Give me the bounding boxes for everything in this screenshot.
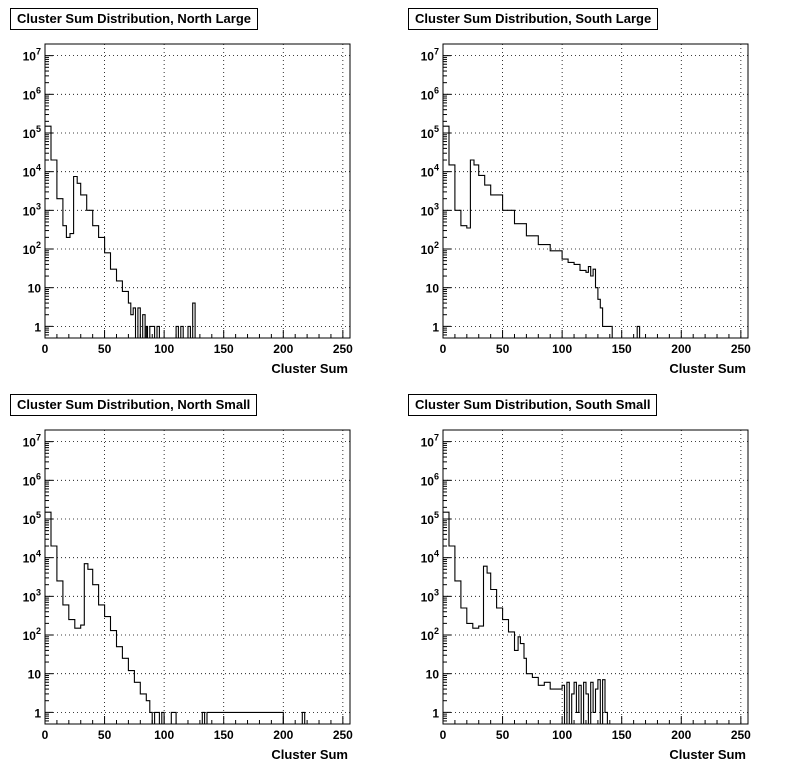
chart-panel-south-large: Cluster Sum Distribution, South Large 1 10… bbox=[398, 0, 796, 386]
x-axis-label: Cluster Sum bbox=[669, 747, 746, 762]
x-tick-label: 150 bbox=[612, 728, 632, 742]
chart-title-south-small: Cluster Sum Distribution, South Small bbox=[408, 394, 658, 416]
y-tick-label: 103 bbox=[421, 587, 439, 604]
y-tick-label: 10 bbox=[28, 282, 42, 296]
x-tick-label: 50 bbox=[98, 728, 112, 742]
axes: 1 10 102 103 104 105 106 107 0 50 100 150 200 250 bbox=[23, 429, 353, 742]
y-tick-label: 106 bbox=[421, 85, 439, 102]
x-tick-label: 200 bbox=[273, 342, 293, 356]
y-tick-label: 1 bbox=[34, 320, 41, 334]
x-tick-label: 100 bbox=[154, 728, 174, 742]
chart-svg-south-small: 1 10 102 103 104 105 106 107 0 50 100 150 200 250 Clus… bbox=[421, 429, 751, 762]
x-tick-label: 250 bbox=[333, 342, 353, 356]
y-tick-label: 1 bbox=[432, 320, 439, 334]
chart-title-north-small: Cluster Sum Distribution, North Small bbox=[10, 394, 258, 416]
y-tick-label: 102 bbox=[421, 626, 439, 643]
y-tick-label: 105 bbox=[421, 510, 439, 527]
chart-panel-north-small: Cluster Sum Distribution, North Small 1 10… bbox=[0, 386, 398, 772]
x-tick-label: 200 bbox=[671, 728, 691, 742]
y-tick-label: 105 bbox=[421, 124, 439, 141]
grid bbox=[44, 44, 350, 338]
x-tick-label: 0 bbox=[42, 342, 49, 356]
y-tick-label: 102 bbox=[421, 240, 439, 257]
x-tick-label: 50 bbox=[496, 342, 510, 356]
x-tick-label: 100 bbox=[154, 342, 174, 356]
chart-svg-north-small: 1 10 102 103 104 105 106 107 0 50 100 150 200 250 Clus… bbox=[23, 429, 353, 762]
x-tick-label: 50 bbox=[496, 728, 510, 742]
plot-frame bbox=[442, 429, 749, 725]
chart-svg-north-large: 1 10 102 103 104 105 106 107 0 50 100 150 200 250 Clus… bbox=[23, 43, 353, 376]
y-tick-label: 103 bbox=[421, 201, 439, 218]
x-tick-label: 200 bbox=[273, 728, 293, 742]
y-tick-label: 104 bbox=[23, 163, 41, 180]
x-tick-label: 150 bbox=[214, 728, 234, 742]
x-tick-label: 150 bbox=[612, 342, 632, 356]
y-tick-label: 105 bbox=[23, 124, 41, 141]
y-tick-label: 105 bbox=[23, 510, 41, 527]
x-tick-label: 0 bbox=[440, 342, 447, 356]
plot-frame bbox=[44, 429, 351, 725]
y-tick-label: 104 bbox=[23, 549, 41, 566]
x-axis-label: Cluster Sum bbox=[271, 361, 348, 376]
y-tick-label: 10 bbox=[426, 668, 440, 682]
x-tick-label: 150 bbox=[214, 342, 234, 356]
y-tick-label: 104 bbox=[421, 163, 439, 180]
y-tick-label: 10 bbox=[28, 668, 42, 682]
x-tick-label: 50 bbox=[98, 342, 112, 356]
plot-frame bbox=[44, 43, 351, 339]
y-tick-label: 10 bbox=[426, 282, 440, 296]
y-tick-label: 107 bbox=[23, 433, 41, 450]
chart-title-north-large: Cluster Sum Distribution, North Large bbox=[10, 8, 259, 30]
y-tick-label: 103 bbox=[23, 201, 41, 218]
x-tick-label: 100 bbox=[552, 728, 572, 742]
axes: 1 10 102 103 104 105 106 107 0 50 100 150 200 250 bbox=[421, 429, 751, 742]
y-tick-label: 103 bbox=[23, 587, 41, 604]
chart-panel-north-large: Cluster Sum Distribution, North Large 1 10… bbox=[0, 0, 398, 386]
grid bbox=[442, 44, 748, 338]
grid bbox=[44, 430, 350, 724]
x-tick-label: 250 bbox=[731, 342, 751, 356]
x-tick-label: 0 bbox=[42, 728, 49, 742]
y-tick-label: 102 bbox=[23, 626, 41, 643]
series-line bbox=[45, 511, 308, 725]
y-tick-label: 104 bbox=[421, 549, 439, 566]
x-tick-label: 100 bbox=[552, 342, 572, 356]
y-tick-label: 106 bbox=[23, 471, 41, 488]
y-tick-label: 102 bbox=[23, 240, 41, 257]
y-tick-label: 107 bbox=[23, 47, 41, 64]
x-tick-label: 250 bbox=[333, 728, 353, 742]
series-line bbox=[443, 125, 642, 339]
chart-title-south-large: Cluster Sum Distribution, South Large bbox=[408, 8, 659, 30]
chart-svg-south-large: 1 10 102 103 104 105 106 107 0 50 100 150 200 250 Clus… bbox=[421, 43, 751, 376]
x-axis-label: Cluster Sum bbox=[271, 747, 348, 762]
chart-panel-south-small: Cluster Sum Distribution, South Small 1 10… bbox=[398, 386, 796, 772]
y-tick-label: 1 bbox=[34, 706, 41, 720]
plot-frame bbox=[442, 43, 749, 339]
x-axis-label: Cluster Sum bbox=[669, 361, 746, 376]
axes: 1 10 102 103 104 105 106 107 0 50 100 150 200 250 bbox=[23, 43, 353, 356]
y-tick-label: 107 bbox=[421, 47, 439, 64]
y-tick-label: 106 bbox=[421, 471, 439, 488]
y-tick-label: 107 bbox=[421, 433, 439, 450]
x-tick-label: 0 bbox=[440, 728, 447, 742]
series-line bbox=[443, 511, 610, 725]
x-tick-label: 250 bbox=[731, 728, 751, 742]
grid bbox=[442, 430, 748, 724]
x-tick-label: 200 bbox=[671, 342, 691, 356]
y-tick-label: 1 bbox=[432, 706, 439, 720]
series-line bbox=[45, 125, 198, 339]
y-tick-label: 106 bbox=[23, 85, 41, 102]
